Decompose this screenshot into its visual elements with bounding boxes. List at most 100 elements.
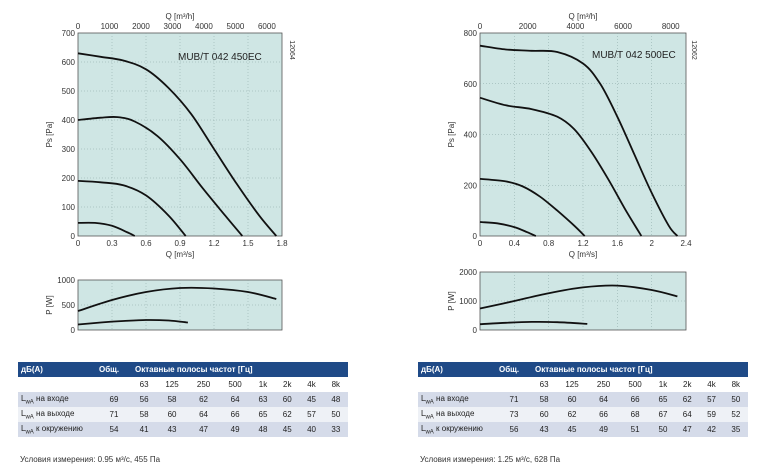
table-cell: 66 (587, 407, 620, 422)
y-tick-label: 400 (464, 131, 478, 140)
power-chart-left: 0 500 1000 P [W] (45, 276, 283, 335)
series-line (77, 52, 277, 237)
table-cell: 58 (156, 392, 188, 407)
y-axis-label: Ps [Pa] (447, 122, 456, 148)
table-cell: 47 (675, 422, 700, 437)
table-row: LwA на выходе 73 60 62 66 68 67 64 59 52 (418, 407, 748, 422)
table-cell: 66 (219, 407, 251, 422)
series-line (479, 96, 643, 237)
y-tick-label: 200 (464, 181, 478, 190)
power-chart-right: 0 1000 2000 P [W] (447, 268, 687, 335)
table-cell: 67 (650, 407, 676, 422)
row-label: LwA к окружению (418, 422, 496, 437)
row-label: LwA на выходе (18, 407, 96, 422)
freq-row: 63 125 250 500 1k 2k 4k 8k (418, 377, 748, 392)
x-tick-label: 1.2 (208, 239, 220, 248)
series-line (77, 115, 243, 237)
table-cell: 62 (275, 407, 300, 422)
table-cell: 50 (650, 422, 676, 437)
series-line (479, 284, 678, 310)
table-cell: 64 (187, 407, 220, 422)
x-tick-label: 0.6 (140, 239, 152, 248)
table-cell: 48 (323, 392, 348, 407)
x-tick-label: 2.4 (680, 239, 692, 248)
x2-tick-label: 8000 (662, 22, 680, 31)
table-cell: 52 (723, 407, 748, 422)
row-total: 54 (96, 422, 132, 437)
freq-cell: 1k (250, 377, 276, 392)
y-axis-label: Ps [Pa] (45, 122, 54, 148)
table-cell: 56 (132, 392, 157, 407)
table-cell: 50 (723, 392, 748, 407)
row-label: LwA на выходе (418, 407, 496, 422)
y-tick-label: 200 (62, 174, 76, 183)
x-tick-label: 2 (649, 239, 654, 248)
measurement-condition-left: Условия измерения: 0.95 м³/с, 455 Па (20, 455, 161, 464)
table-row: LwA на входе 71 58 60 64 66 65 62 57 50 (418, 392, 748, 407)
freq-cell: 8k (723, 377, 748, 392)
y-tick-label: 0 (473, 232, 478, 241)
table-cell: 59 (699, 407, 724, 422)
sound-table-right: дБ(A) Общ. Октавные полосы частот [Гц] 6… (418, 362, 748, 437)
y-tick-label: 100 (62, 203, 76, 212)
table-cell: 68 (619, 407, 651, 422)
series-line (479, 320, 588, 326)
y-tick-label: 500 (62, 301, 76, 310)
table-cell: 58 (532, 392, 557, 407)
series-line (77, 319, 188, 326)
y-axis-label: P [W] (45, 295, 54, 314)
table-cell: 40 (299, 422, 324, 437)
x2-tick-label: 2000 (132, 22, 150, 31)
table-cell: 43 (156, 422, 188, 437)
y-tick-label: 0 (473, 326, 478, 335)
x-tick-label: 0 (76, 239, 81, 248)
y-tick-label: 600 (62, 58, 76, 67)
y-tick-label: 800 (464, 29, 478, 38)
x2-tick-label: 1000 (101, 22, 119, 31)
freq-cell: 63 (132, 377, 157, 392)
freq-cell: 8k (323, 377, 348, 392)
table-cell: 45 (299, 392, 324, 407)
table-cell: 51 (619, 422, 651, 437)
series-line (77, 286, 277, 312)
row-total: 73 (496, 407, 532, 422)
x-tick-label: 0.3 (106, 239, 118, 248)
y-tick-label: 500 (62, 87, 76, 96)
table-cell: 63 (250, 392, 276, 407)
model-name: MUB/T 042 450EC (178, 52, 262, 63)
x2-tick-label: 4000 (566, 22, 584, 31)
freq-cell: 2k (275, 377, 300, 392)
table-cell: 65 (650, 392, 676, 407)
model-name: MUB/T 042 500EC (592, 50, 676, 61)
table-cell: 45 (556, 422, 588, 437)
table-cell: 64 (587, 392, 620, 407)
table-cell: 62 (675, 392, 700, 407)
table-row: LwA к окружению 54 41 43 47 49 48 45 40 … (18, 422, 348, 437)
table-row: LwA к окружению 56 43 45 49 51 50 47 42 … (418, 422, 748, 437)
table-cell: 62 (556, 407, 588, 422)
y-axis-label: P [W] (447, 291, 456, 310)
x-tick-label: 1.5 (242, 239, 254, 248)
x2-axis-label: Q [m³/h] (166, 12, 195, 21)
table-cell: 60 (156, 407, 188, 422)
y-tick-label: 600 (464, 80, 478, 89)
table-cell: 60 (532, 407, 557, 422)
series-line (77, 221, 136, 237)
table-cell: 65 (250, 407, 276, 422)
chart-code: 12064 (288, 40, 295, 60)
table-cell: 58 (132, 407, 157, 422)
x-tick-label: 0.4 (509, 239, 521, 248)
x2-tick-label: 3000 (164, 22, 182, 31)
freq-cell: 125 (556, 377, 588, 392)
row-total: 56 (496, 422, 532, 437)
table-cell: 41 (132, 422, 157, 437)
measurement-condition-right: Условия измерения: 1.25 м³/с, 628 Па (420, 455, 561, 464)
series-line (479, 221, 537, 237)
x2-tick-label: 0 (76, 22, 81, 31)
freq-cell: 250 (587, 377, 620, 392)
y-tick-label: 400 (62, 116, 76, 125)
x2-tick-label: 6000 (614, 22, 632, 31)
y-tick-label: 1000 (57, 276, 75, 285)
